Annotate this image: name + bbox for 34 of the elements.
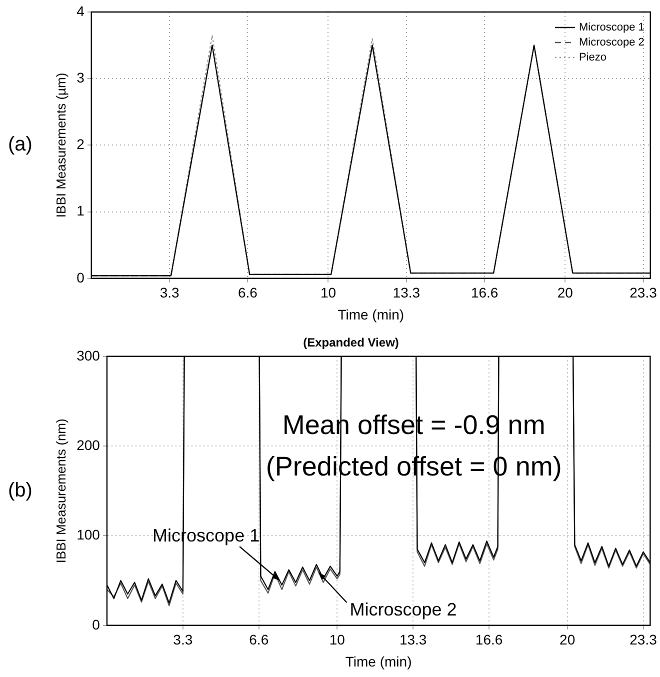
y-axis-title: IBBI Measurements (µm) xyxy=(53,72,68,218)
y-tick-label: 300 xyxy=(76,347,100,364)
x-tick-label: 3.3 xyxy=(173,632,193,648)
y-tick-label: 2 xyxy=(76,136,85,152)
x-tick-label: 3.3 xyxy=(160,284,180,301)
x-tick-label: 16.6 xyxy=(475,632,503,648)
y-tick-label: 4 xyxy=(76,2,85,19)
x-tick-label: 23.3 xyxy=(630,632,658,648)
x-tick-label: 13.3 xyxy=(399,632,427,648)
chart-title: (Expanded View) xyxy=(303,336,399,350)
x-tick-label: 20 xyxy=(557,284,574,301)
x-axis-title: Time (min) xyxy=(345,653,412,670)
y-tick-label: 3 xyxy=(76,69,85,86)
x-tick-label: 6.6 xyxy=(238,284,258,301)
text: (a) xyxy=(8,134,32,156)
x-axis-title: Time (min) xyxy=(338,306,404,322)
x-tick-label: 23.3 xyxy=(630,284,658,301)
x-tick-label: 16.6 xyxy=(470,284,498,301)
x-tick-label: 6.6 xyxy=(249,632,269,648)
legend-label: Microscope 1 xyxy=(578,22,644,34)
legend-label: Microscope 2 xyxy=(578,36,644,49)
legend-label: Piezo xyxy=(578,52,606,64)
x-tick-label: 13.3 xyxy=(392,284,420,301)
x-tick-label: 20 xyxy=(560,632,576,648)
text: (b) xyxy=(8,479,32,502)
annotation: Microscope 2 xyxy=(350,599,457,620)
y-tick-label: 1 xyxy=(76,202,85,219)
y-tick-label: 0 xyxy=(76,269,85,286)
y-tick-label: 100 xyxy=(76,526,100,543)
y-axis-title: IBBI Measurements (nm) xyxy=(53,418,68,564)
y-tick-label: 0 xyxy=(92,616,100,632)
y-tick-label: 200 xyxy=(76,436,100,453)
x-tick-label: 10 xyxy=(320,284,336,301)
x-tick-label: 10 xyxy=(329,632,346,648)
